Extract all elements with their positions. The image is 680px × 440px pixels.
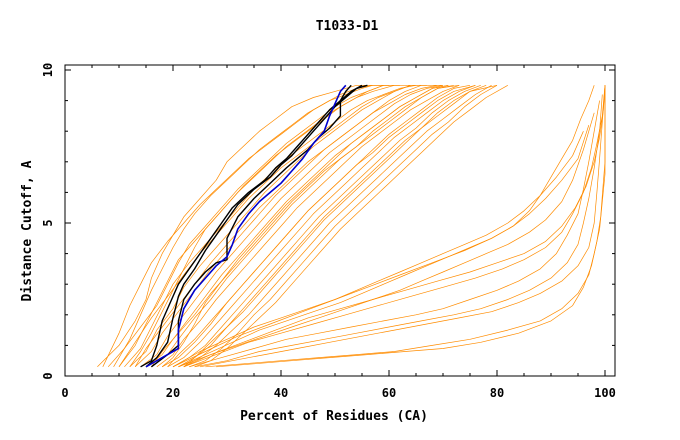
series-line-blue-40 xyxy=(145,84,347,368)
y-tick-label: 5 xyxy=(41,219,55,226)
series-line-other-25 xyxy=(161,84,449,368)
y-tick-label: 0 xyxy=(41,372,55,379)
x-tick-label: 40 xyxy=(274,386,288,400)
series-line-other-3 xyxy=(129,84,427,368)
series-line-other-22 xyxy=(167,84,476,368)
series-line-other-4 xyxy=(140,84,444,368)
series-line-other-7 xyxy=(172,84,481,368)
series-line-other-35 xyxy=(178,85,606,368)
series-line-other-34 xyxy=(183,85,606,368)
x-tick-label: 100 xyxy=(594,386,616,400)
series-line-other-24 xyxy=(129,84,400,368)
series-line-other-36 xyxy=(172,85,595,368)
x-tick-label: 20 xyxy=(166,386,180,400)
series-line-other-17 xyxy=(189,84,498,368)
series-line-other-33 xyxy=(216,85,606,368)
x-tick-label: 0 xyxy=(61,386,68,400)
series-line-other-26 xyxy=(172,131,584,368)
y-tick-label: 10 xyxy=(41,63,55,77)
series-line-other-32 xyxy=(205,85,606,368)
series-line-black-38 xyxy=(145,84,368,368)
tick-layer: 0 20 40 60 80 100 0 5 10 xyxy=(41,63,616,400)
x-axis-label: Percent of Residues (CA) xyxy=(240,409,428,424)
series-line-other-30 xyxy=(194,94,603,368)
x-tick-label: 60 xyxy=(382,386,396,400)
series-line-other-19 xyxy=(118,84,427,367)
series-line-other-29 xyxy=(189,100,600,368)
series-line-black-39 xyxy=(150,84,352,368)
series-line-other-0 xyxy=(97,84,389,368)
plot-frame xyxy=(64,64,616,377)
series-line-black-37 xyxy=(140,84,363,368)
series-layer xyxy=(97,84,606,368)
series-line-other-1 xyxy=(107,84,400,368)
series-line-other-23 xyxy=(183,84,498,368)
series-line-other-10 xyxy=(113,84,389,367)
series-line-other-5 xyxy=(151,84,454,368)
chart-title: T1033-D1 xyxy=(316,19,379,34)
series-line-other-14 xyxy=(156,84,460,368)
series-line-other-20 xyxy=(134,84,443,367)
series-line-other-9 xyxy=(194,84,508,368)
x-tick-label: 80 xyxy=(490,386,504,400)
y-axis-label: Distance Cutoff, A xyxy=(20,160,35,301)
series-line-other-28 xyxy=(183,112,595,368)
series-line-other-27 xyxy=(178,124,590,368)
series-line-other-8 xyxy=(183,84,492,368)
series-line-other-15 xyxy=(167,84,476,368)
series-line-other-21 xyxy=(151,84,460,368)
series-line-other-31 xyxy=(199,85,606,368)
